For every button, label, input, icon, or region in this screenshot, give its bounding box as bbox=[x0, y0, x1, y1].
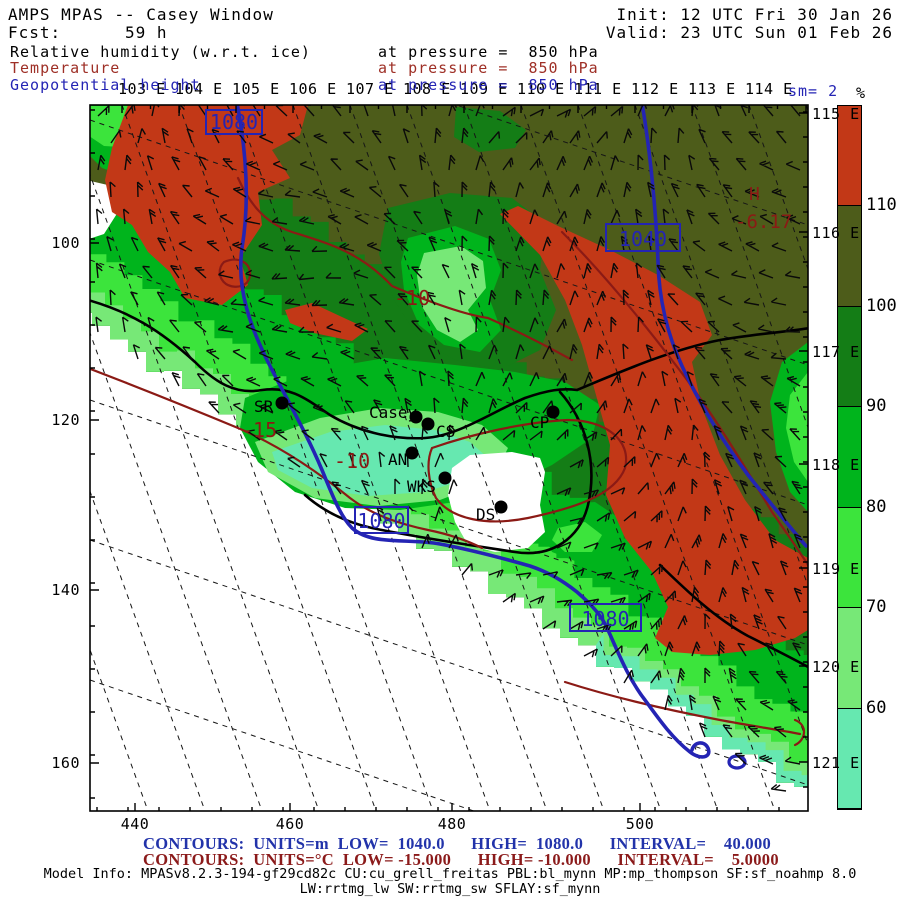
temp-contour-label: -10 bbox=[394, 286, 430, 310]
height-contour-label: 1080 bbox=[210, 110, 258, 134]
colorbar-tick-label: 90 bbox=[866, 396, 887, 416]
wind-barbs bbox=[95, 105, 803, 792]
height-contour-label: 1040 bbox=[619, 227, 667, 251]
forecast-value: 59 h bbox=[61, 23, 168, 42]
colorbar-tick-label: 70 bbox=[866, 597, 887, 617]
station-dot bbox=[546, 405, 560, 419]
high-marker: H bbox=[749, 184, 760, 205]
height-contour-label: 1080 bbox=[357, 509, 405, 533]
init-time: Init: 12 UTC Fri 30 Jan 26 bbox=[616, 5, 893, 24]
colorbar-tick-label: 80 bbox=[866, 497, 887, 517]
right-axis-label: 115 E bbox=[812, 105, 860, 123]
contour-info-height: CONTOURS: UNITS=m LOW= 1040.0 HIGH= 1080… bbox=[143, 834, 772, 853]
legend-hgt-level: at pressure = 850 hPa bbox=[378, 76, 599, 94]
top-axis-label: 106 E bbox=[289, 80, 337, 98]
station-label-casey: Casey bbox=[369, 403, 418, 422]
colorbar-tick-label: 110 bbox=[866, 195, 897, 215]
station-label-cp: CP bbox=[530, 413, 549, 432]
bottom-axis-label: 460 bbox=[275, 815, 305, 833]
axis-ticks bbox=[90, 105, 808, 811]
colorbar-segment bbox=[838, 206, 861, 307]
legend-temp-name: Temperature bbox=[10, 59, 121, 77]
station-dot bbox=[421, 417, 435, 431]
model-info-line2: LW:rrtmg_lw SW:rrtmg_sw SFLAY:sf_mynn bbox=[299, 881, 601, 897]
bottom-axis-label: 500 bbox=[625, 815, 655, 833]
top-axis-label: 114 E bbox=[745, 80, 793, 98]
top-axis-label: 104 E bbox=[175, 80, 223, 98]
temp-contour-label: -15 bbox=[241, 418, 277, 442]
forecast-label: Fcst: bbox=[8, 23, 62, 42]
colorbar bbox=[837, 105, 862, 810]
station-dot bbox=[409, 410, 423, 424]
legend-rh-name: Relative humidity (w.r.t. ice) bbox=[10, 43, 311, 61]
top-axis-label: 113 E bbox=[688, 80, 736, 98]
height-contour-label-box bbox=[205, 109, 263, 135]
plot-border bbox=[89, 104, 809, 812]
high-marker-value: -6.17 bbox=[735, 211, 792, 233]
right-axis-label: 120 E bbox=[812, 658, 860, 676]
station-dot bbox=[275, 396, 289, 410]
right-axis-label: 116 E bbox=[812, 224, 860, 242]
colorbar-tick-label: 100 bbox=[866, 296, 897, 316]
left-axis-label: 100 bbox=[51, 234, 80, 252]
height-contour-label-box bbox=[569, 603, 642, 632]
top-axis-label: 109 E bbox=[460, 80, 508, 98]
legend-hgt-name: Geopotential height bbox=[10, 76, 201, 94]
colorbar-segment bbox=[838, 407, 861, 508]
station-label-sr: SR bbox=[254, 397, 274, 416]
top-axis-label: 103 E bbox=[118, 80, 166, 98]
top-axis-label: 110 E bbox=[517, 80, 565, 98]
right-axis-label: 121 E bbox=[812, 754, 860, 772]
page-title: AMPS MPAS -- Casey Window bbox=[8, 5, 274, 24]
height-contour-label-box bbox=[605, 223, 681, 252]
colorbar-segment bbox=[838, 306, 861, 408]
right-axis-label: 119 E bbox=[812, 560, 860, 578]
top-axis-label: 105 E bbox=[232, 80, 280, 98]
temp-contour-label: -10 bbox=[334, 449, 370, 473]
colorbar-segment bbox=[838, 608, 861, 709]
valid-time: Valid: 23 UTC Sun 01 Feb 26 bbox=[605, 23, 893, 42]
model-info-line1: Model Info: MPASv8.2.3-194-gf29cd82c CU:… bbox=[43, 866, 857, 882]
top-axis-label: 111 E bbox=[574, 80, 622, 98]
top-axis-label: 112 E bbox=[631, 80, 679, 98]
bottom-axis-label: 440 bbox=[120, 815, 150, 833]
top-axis-label: 108 E bbox=[403, 80, 451, 98]
colorbar-segment bbox=[838, 708, 861, 809]
forecast-hour: Fcst: 59 h bbox=[8, 23, 168, 42]
left-axis-label: 120 bbox=[51, 411, 80, 429]
station-label-wks: WKS bbox=[407, 477, 436, 496]
station-label-cs: CS bbox=[436, 422, 455, 441]
colorbar-segment bbox=[838, 507, 861, 609]
legend-rh-level: at pressure = 850 hPa bbox=[378, 43, 599, 61]
station-dot bbox=[494, 500, 508, 514]
station-label-an: AN bbox=[388, 450, 407, 469]
colorbar-unit: % bbox=[856, 84, 866, 102]
left-axis-label: 160 bbox=[51, 754, 80, 772]
smoothing-label: sm= 2 bbox=[788, 82, 839, 100]
left-axis-label: 140 bbox=[51, 581, 80, 599]
legend-temp-level: at pressure = 850 hPa bbox=[378, 59, 599, 77]
contour-info-temperature: CONTOURS: UNITS=°C LOW= -15.000 HIGH= -1… bbox=[143, 850, 779, 869]
station-label-ds: DS bbox=[476, 505, 495, 524]
station-dot bbox=[438, 471, 452, 485]
right-axis-label: 117 E bbox=[812, 343, 860, 361]
station-dot bbox=[405, 446, 419, 460]
height-contour-label: 1080 bbox=[581, 607, 629, 631]
bottom-axis-label: 480 bbox=[437, 815, 467, 833]
height-contour-label-box bbox=[354, 506, 409, 534]
colorbar-segment bbox=[838, 106, 861, 207]
colorbar-tick-label: 60 bbox=[866, 698, 887, 718]
top-axis-label: 107 E bbox=[346, 80, 394, 98]
right-axis-label: 118 E bbox=[812, 456, 860, 474]
